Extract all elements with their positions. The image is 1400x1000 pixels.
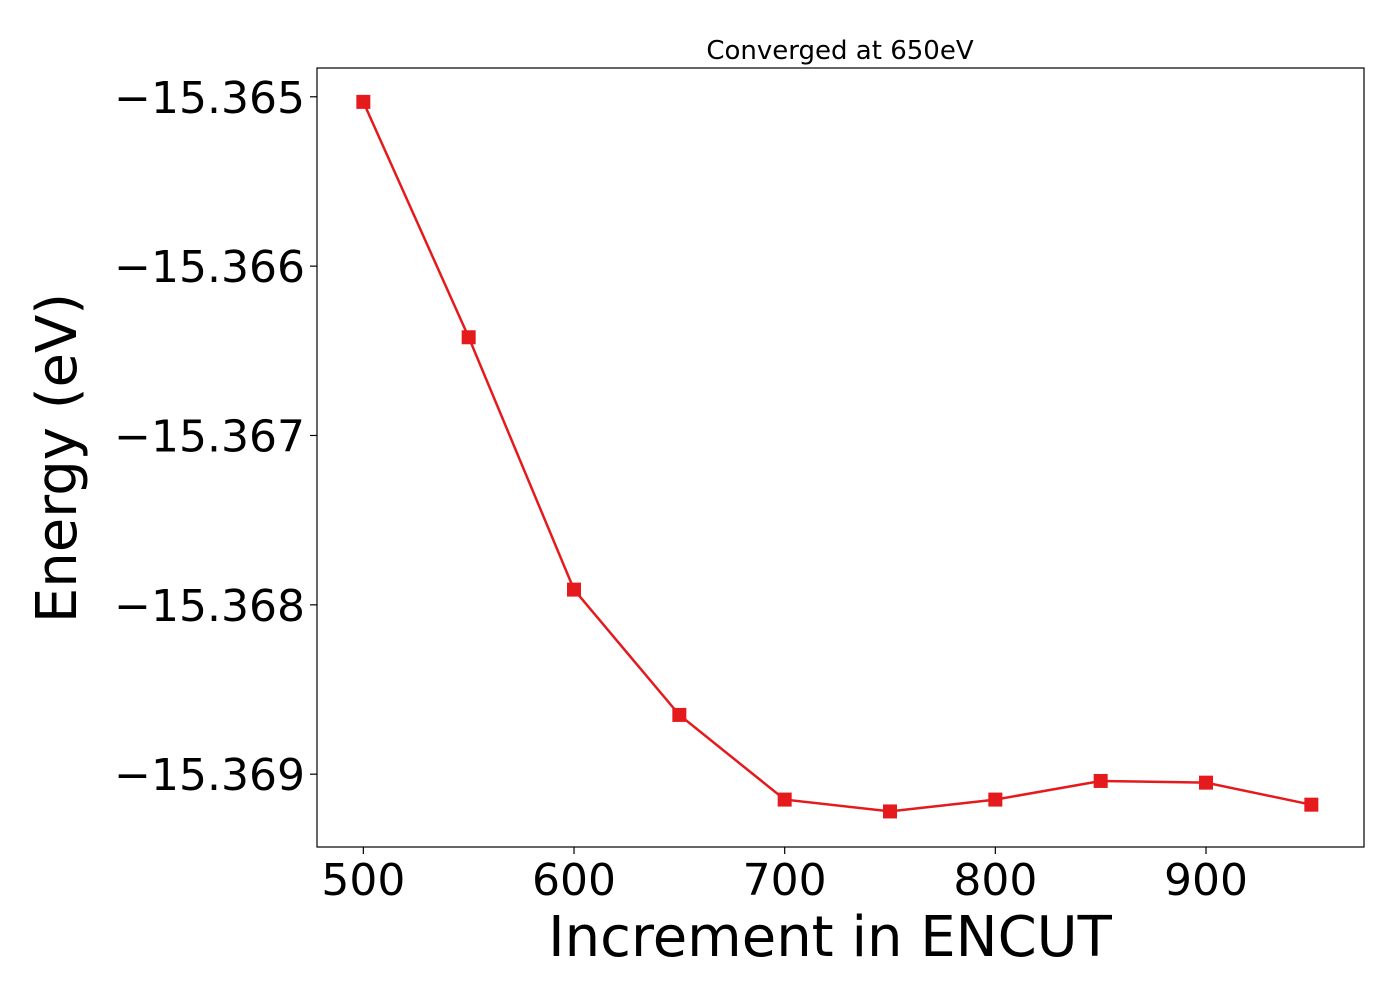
y-axis: −15.365 −15.366 −15.367 −15.368 −15.369 (114, 73, 317, 801)
y-tick-label: −15.366 (114, 242, 305, 293)
x-axis: 500 600 700 800 900 (321, 847, 1248, 906)
plot-area-frame (316, 67, 1365, 848)
data-point-marker (988, 792, 1003, 807)
series-line (362, 101, 1312, 813)
x-tick-label: 900 (1164, 855, 1248, 906)
x-tick-label: 800 (953, 855, 1037, 906)
y-tick-label: −15.367 (114, 411, 305, 462)
data-point-marker (1093, 773, 1108, 788)
chart-title: Converged at 650eV (706, 36, 973, 66)
x-tick-label: 700 (743, 855, 827, 906)
data-point-marker (1304, 797, 1319, 812)
data-point-marker (461, 330, 476, 345)
x-axis-label: Increment in ENCUT (548, 905, 1113, 970)
data-point-marker (883, 804, 898, 819)
series-layer (356, 94, 1319, 819)
y-tick-label: −15.369 (114, 750, 305, 801)
data-point-marker (567, 582, 582, 597)
y-tick-label: −15.368 (114, 581, 305, 632)
data-point-marker (672, 707, 687, 722)
data-point-marker (356, 94, 371, 109)
y-axis-label: Energy (eV) (25, 293, 90, 623)
x-tick-label: 600 (532, 855, 616, 906)
data-point-marker (1199, 775, 1214, 790)
x-tick-label: 500 (321, 855, 405, 906)
y-tick-label: −15.365 (114, 73, 305, 124)
data-point-marker (777, 792, 792, 807)
